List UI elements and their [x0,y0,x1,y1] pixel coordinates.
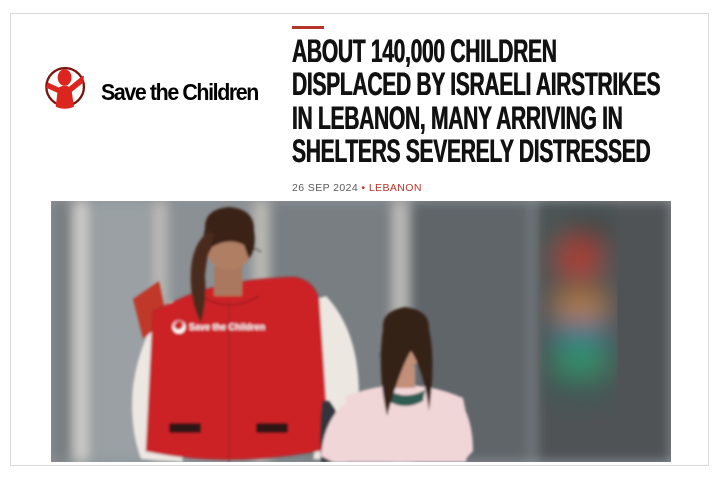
svg-text:Save the Children: Save the Children [189,322,265,332]
